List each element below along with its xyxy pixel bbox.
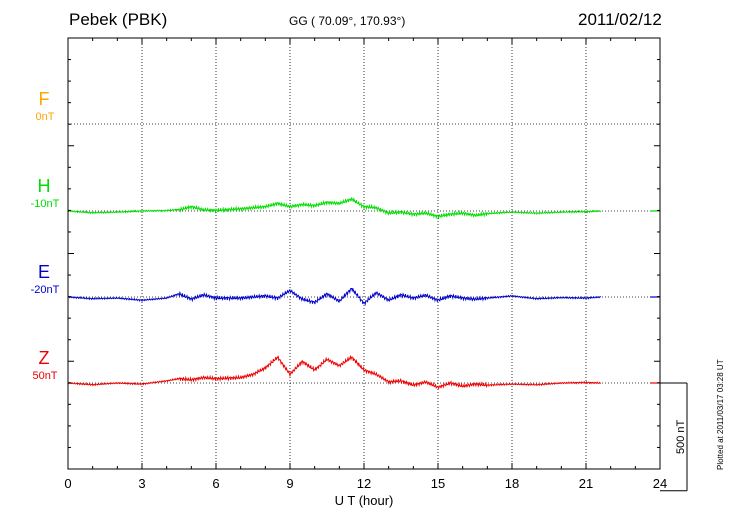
channel-label-E: E	[37, 262, 50, 282]
trace-H	[67, 196, 602, 220]
channel-label-Z: Z	[38, 348, 50, 368]
x-tick-label-24: 24	[653, 476, 667, 491]
trace-E	[67, 288, 602, 307]
channel-label-H: H	[37, 176, 51, 196]
channel-offset-F: 0nT	[35, 111, 55, 123]
x-tick-label-15: 15	[431, 476, 445, 491]
x-tick-label-12: 12	[357, 476, 371, 491]
channel-offset-Z: 50nT	[32, 370, 58, 382]
x-tick-label-6: 6	[212, 476, 219, 491]
scale-bar-label: 500 nT	[675, 419, 687, 454]
channel-offset-E: -20nT	[30, 284, 60, 296]
x-axis-label: U T (hour)	[335, 493, 394, 508]
plot-date: 2011/02/12	[578, 10, 662, 29]
x-tick-label-18: 18	[505, 476, 519, 491]
channel-offset-H: -10nT	[30, 198, 60, 210]
x-tick-label-0: 0	[64, 476, 71, 491]
trace-Z	[67, 354, 601, 389]
station-title: Pebek (PBK)	[69, 10, 168, 29]
station-coordinates: GG ( 70.09°, 170.93°)	[289, 14, 406, 28]
x-tick-label-21: 21	[579, 476, 593, 491]
channel-label-F: F	[38, 89, 50, 109]
x-tick-label-3: 3	[138, 476, 145, 491]
x-tick-label-9: 9	[286, 476, 293, 491]
